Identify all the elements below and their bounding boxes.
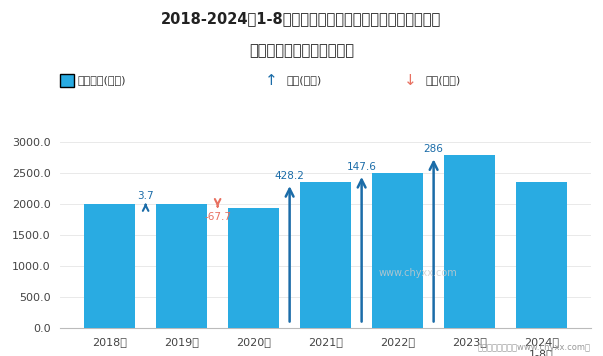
Text: 设备制造业出口货值统计图: 设备制造业出口货值统计图 bbox=[249, 43, 354, 58]
Text: 286: 286 bbox=[424, 144, 444, 154]
Text: 制图：智研咨询（www.chyxx.com）: 制图：智研咨询（www.chyxx.com） bbox=[478, 344, 591, 352]
Text: 3.7: 3.7 bbox=[137, 191, 154, 201]
Bar bbox=[373, 173, 423, 328]
Text: 减少(亿元): 减少(亿元) bbox=[425, 75, 460, 85]
Bar bbox=[156, 204, 207, 328]
Bar bbox=[516, 182, 567, 328]
Text: www.chyxx.com: www.chyxx.com bbox=[379, 268, 458, 278]
Text: 增加(亿元): 增加(亿元) bbox=[286, 75, 321, 85]
Text: 2018-2024年1-8月全国铁路、船舶、航空航天和其他运输: 2018-2024年1-8月全国铁路、船舶、航空航天和其他运输 bbox=[162, 11, 441, 26]
Text: ↓: ↓ bbox=[403, 73, 417, 88]
Text: -67.7: -67.7 bbox=[204, 211, 231, 221]
Text: ↑: ↑ bbox=[265, 73, 278, 88]
Text: 出口货值(亿元): 出口货值(亿元) bbox=[77, 75, 125, 85]
Bar bbox=[300, 182, 351, 328]
Bar bbox=[444, 155, 495, 328]
Text: 428.2: 428.2 bbox=[275, 171, 305, 181]
Text: 147.6: 147.6 bbox=[347, 162, 376, 172]
Bar bbox=[229, 208, 279, 328]
Bar bbox=[84, 204, 135, 328]
